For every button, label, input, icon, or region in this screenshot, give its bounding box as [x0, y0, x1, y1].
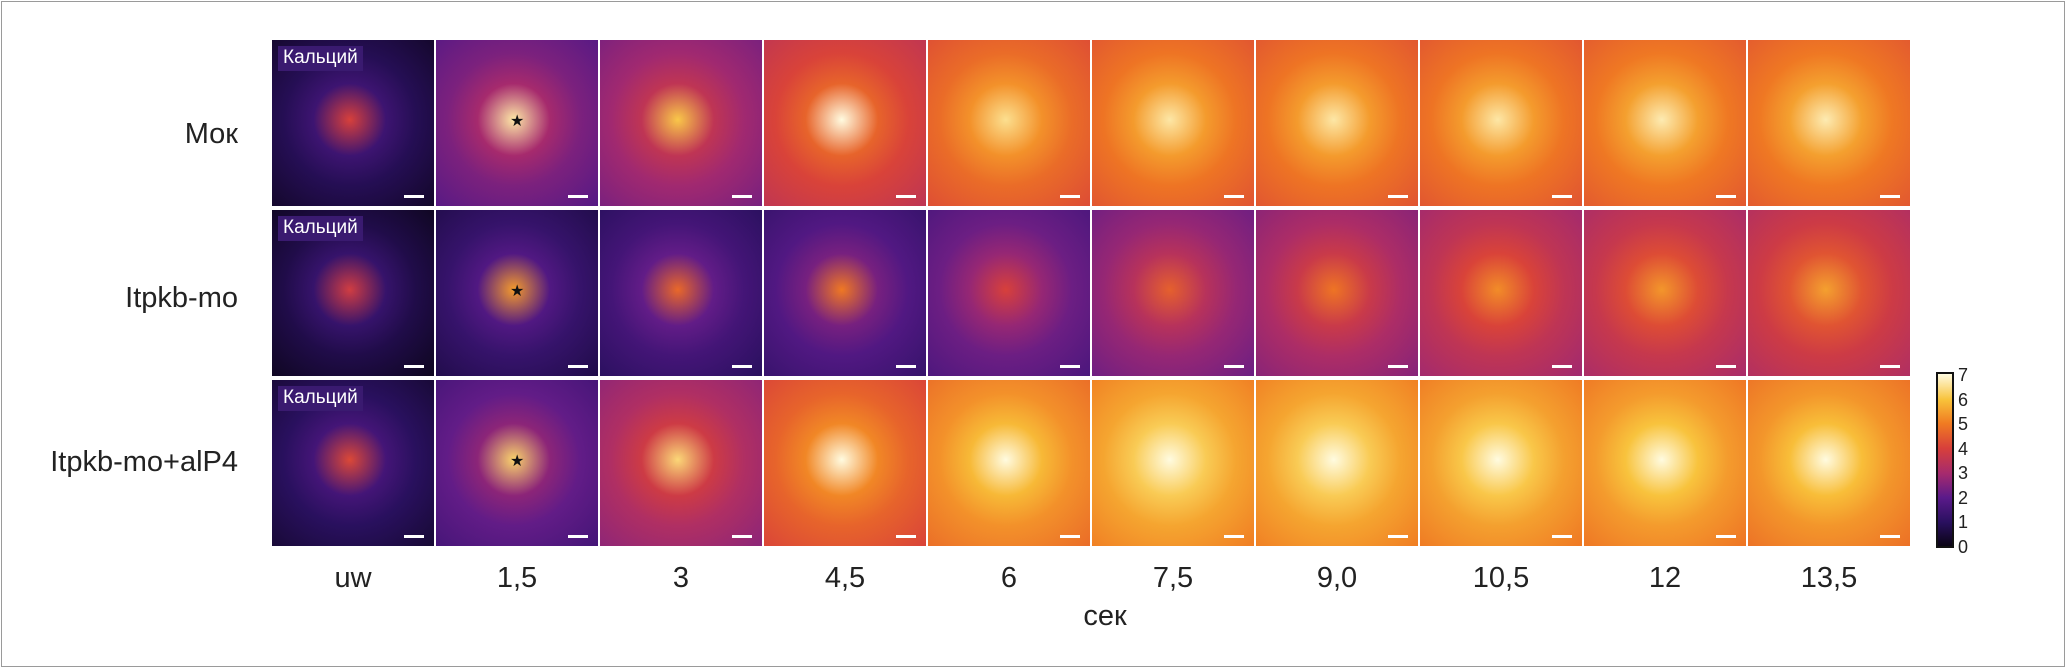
image-tile [764, 210, 926, 376]
scale-bar [1388, 535, 1408, 538]
image-tile [1584, 210, 1746, 376]
colorbar-tick-label: 4 [1958, 438, 1969, 459]
scale-bar [1716, 195, 1736, 198]
scale-bar [1224, 365, 1244, 368]
colorbar-tick-label: 6 [1958, 389, 1969, 410]
scale-bar [404, 195, 424, 198]
image-tile [600, 210, 762, 376]
colorbar-tick-label: 1 [1958, 512, 1969, 532]
scale-bar [1224, 195, 1244, 198]
image-tile: Кальций [272, 210, 434, 376]
scale-bar [1552, 535, 1572, 538]
image-tile [600, 40, 762, 206]
image-tile [928, 40, 1090, 206]
stimulation-star-icon: ★ [510, 113, 525, 130]
scale-bar [1880, 195, 1900, 198]
image-tile: ★ [436, 210, 598, 376]
scale-bar [1716, 535, 1736, 538]
colorbar-tick-label: 0 [1958, 536, 1969, 557]
time-label: 6 [1000, 562, 1018, 594]
row-label-itpkb-mo-alp4: Itpkb-mo+alP4 [50, 446, 238, 478]
scale-bar [404, 535, 424, 538]
colorbar-tick-label: 7 [1958, 365, 1969, 385]
tile-label-calcium: Кальций [278, 386, 363, 411]
image-tile [1420, 210, 1582, 376]
time-label: 4,5 [824, 562, 866, 594]
image-tile [1420, 40, 1582, 206]
scale-bar [1060, 365, 1080, 368]
image-tile: Кальций [272, 40, 434, 206]
image-tile [1256, 210, 1418, 376]
scale-bar [896, 365, 916, 368]
scale-bar [1060, 535, 1080, 538]
scale-bar [732, 365, 752, 368]
image-tile [1584, 380, 1746, 546]
image-tile: ★ [436, 380, 598, 546]
scale-bar [1552, 195, 1572, 198]
scale-bar [1880, 535, 1900, 538]
colorbar-tick-label: 5 [1958, 414, 1969, 434]
image-tile [764, 380, 926, 546]
image-tile [1420, 380, 1582, 546]
time-label: 9,0 [1316, 562, 1358, 594]
image-tile [764, 40, 926, 206]
image-tile [1092, 210, 1254, 376]
image-tile [1256, 40, 1418, 206]
scale-bar [1060, 195, 1080, 198]
scale-bar [896, 535, 916, 538]
time-label: 1,5 [496, 562, 538, 594]
image-tile [1584, 40, 1746, 206]
image-tile [1748, 40, 1910, 206]
colorbar [1936, 372, 1954, 548]
scale-bar [896, 195, 916, 198]
row-label-itpkb-mo: Itpkb-mo [125, 282, 238, 314]
stimulation-star-icon: ★ [510, 283, 525, 300]
scale-bar [1224, 535, 1244, 538]
tile-label-calcium: Кальций [278, 216, 363, 241]
image-tile [600, 380, 762, 546]
time-label: uw [334, 562, 372, 594]
image-tile [1748, 380, 1910, 546]
scale-bar [1880, 365, 1900, 368]
scale-bar [404, 365, 424, 368]
scale-bar [1552, 365, 1572, 368]
time-label: 10,5 [1472, 562, 1530, 594]
image-tile: Кальций [272, 380, 434, 546]
colorbar-tick-label: 2 [1958, 487, 1969, 508]
row-label-mock: Мок [184, 118, 238, 150]
colorbar-tick-label: 3 [1958, 463, 1969, 483]
scale-bar [568, 195, 588, 198]
scale-bar [568, 365, 588, 368]
scale-bar [1716, 365, 1736, 368]
time-label: 7,5 [1152, 562, 1194, 594]
image-tile: ★ [436, 40, 598, 206]
stimulation-star-icon: ★ [510, 453, 525, 470]
image-tile [928, 380, 1090, 546]
time-label: 13,5 [1800, 562, 1858, 594]
scale-bar [568, 535, 588, 538]
scale-bar [732, 195, 752, 198]
time-label: 12 [1648, 562, 1682, 594]
time-label: 3 [672, 562, 690, 594]
scale-bar [732, 535, 752, 538]
scale-bar [1388, 195, 1408, 198]
image-tile [1092, 40, 1254, 206]
tile-label-calcium: Кальций [278, 46, 363, 71]
image-tile [1748, 210, 1910, 376]
scale-bar [1388, 365, 1408, 368]
image-tile [1092, 380, 1254, 546]
image-tile [1256, 380, 1418, 546]
image-grid: Кальций ★ Кальций ★ Кальций ★ [272, 40, 1912, 552]
x-axis-label: сек [1083, 600, 1127, 632]
image-tile [928, 210, 1090, 376]
